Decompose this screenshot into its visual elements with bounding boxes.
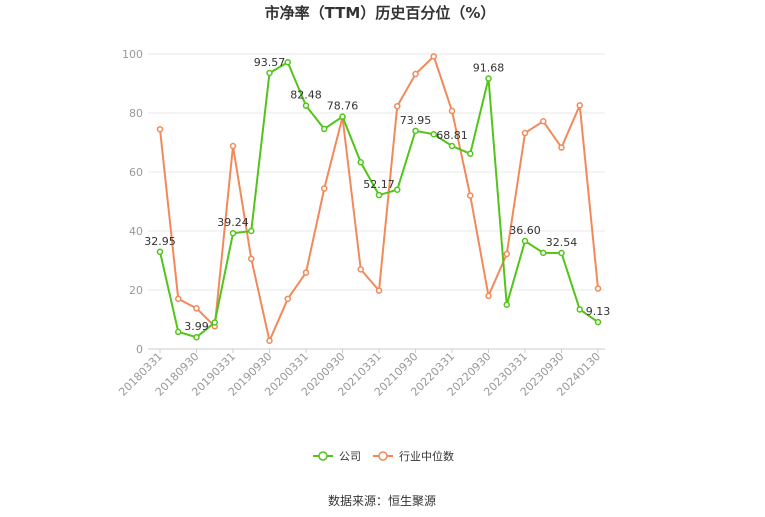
- legend-label: 行业中位数: [399, 449, 454, 463]
- data-label: 82.48: [290, 89, 322, 102]
- data-point: [229, 229, 237, 237]
- data-point: [229, 142, 237, 150]
- y-axis: 0 20 40 60 80 100: [122, 48, 143, 356]
- data-point: [430, 130, 437, 138]
- data-point: [248, 255, 255, 262]
- data-point: [594, 318, 602, 326]
- data-point: [540, 118, 547, 125]
- data-point: [467, 192, 474, 199]
- legend-marker: [378, 451, 388, 461]
- data-point: [284, 59, 291, 66]
- data-point: [302, 269, 310, 276]
- data-point: [448, 107, 456, 115]
- legend[interactable]: 公司 行业中位数: [313, 449, 454, 463]
- data-point: [248, 227, 255, 235]
- y-tick-label: 40: [129, 225, 143, 238]
- data-point: [503, 250, 510, 258]
- y-tick-label: 100: [122, 48, 143, 61]
- legend-marker: [318, 451, 328, 461]
- data-label: 9.13: [586, 305, 611, 318]
- data-label: 78.76: [327, 100, 359, 113]
- y-tick-label: 0: [136, 343, 143, 356]
- data-label: 32.54: [546, 236, 578, 249]
- data-label: 68.81: [436, 129, 468, 142]
- data-point: [576, 102, 583, 109]
- data-point: [156, 248, 164, 256]
- x-axis: 2018033120180930201903312019093020200331…: [116, 348, 605, 399]
- data-point: [284, 295, 291, 303]
- data-point: [485, 292, 492, 300]
- data-point: [394, 102, 401, 110]
- data-point: [375, 287, 383, 294]
- legend-item-1[interactable]: 行业中位数: [373, 449, 454, 463]
- data-point: [521, 129, 529, 137]
- data-point: [156, 125, 164, 133]
- data-point: [594, 285, 602, 292]
- data-point: [339, 113, 346, 120]
- data-point: [266, 69, 273, 77]
- source-text: 数据来源：恒生聚源: [328, 493, 436, 508]
- data-point: [357, 266, 364, 273]
- data-label: 93.57: [254, 56, 286, 69]
- data-point: [448, 142, 456, 150]
- y-tick-label: 20: [129, 284, 143, 297]
- data-label: 39.24: [217, 216, 249, 229]
- data-label: 32.95: [144, 235, 176, 248]
- data-label: 73.95: [400, 114, 432, 127]
- data-point: [175, 295, 182, 303]
- data-point: [175, 328, 182, 336]
- y-tick-label: 80: [129, 107, 143, 120]
- chart-title: 市净率（TTM）历史百分位（%）: [265, 4, 496, 22]
- data-point: [558, 249, 565, 257]
- data-point: [357, 159, 364, 166]
- data-label: 36.60: [509, 224, 541, 237]
- data-point: [266, 337, 273, 344]
- data-point: [193, 305, 200, 312]
- data-point: [412, 70, 419, 78]
- data-point: [576, 306, 583, 313]
- data-labels: 32.95 3.99 39.24 93.57 82.48 78.76 52.17 73.95 6…: [144, 56, 610, 333]
- data-point: [302, 102, 310, 109]
- data-point: [485, 75, 492, 82]
- series-line-0: [159, 60, 599, 339]
- data-point: [394, 186, 401, 193]
- data-point: [503, 301, 510, 308]
- y-tick-label: 60: [129, 166, 143, 179]
- grid: [148, 53, 605, 291]
- data-point: [321, 125, 328, 133]
- data-point: [375, 191, 383, 199]
- data-label: 52.17: [363, 178, 395, 191]
- data-point: [211, 319, 218, 326]
- legend-item-0[interactable]: 公司: [313, 450, 361, 463]
- data-point: [321, 185, 328, 192]
- data-point: [521, 237, 529, 245]
- data-point: [430, 53, 437, 60]
- series-layer: [156, 53, 602, 344]
- legend-label: 公司: [339, 450, 361, 463]
- series-line-1: [159, 54, 599, 344]
- data-point: [558, 144, 565, 151]
- data-point: [467, 150, 474, 157]
- data-point: [193, 333, 200, 341]
- data-point: [540, 249, 547, 257]
- data-point: [412, 127, 419, 135]
- data-label: 3.99: [184, 320, 209, 333]
- data-label: 91.68: [473, 62, 505, 75]
